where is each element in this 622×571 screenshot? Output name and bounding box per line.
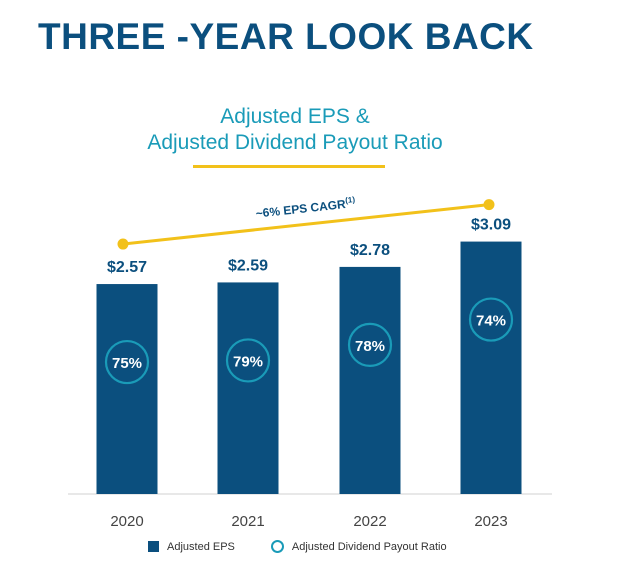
- payout-label-2021: 79%: [233, 353, 263, 370]
- legend-swatch-payout: [270, 540, 284, 553]
- cagr-end-dot: [483, 199, 495, 211]
- chart-legend: Adjusted EPS Adjusted Dividend Payout Ra…: [148, 540, 447, 553]
- chart-title-line-1: Adjusted EPS &: [220, 105, 370, 128]
- payout-label-2022: 78%: [355, 338, 385, 355]
- payout-ring-2023: [468, 297, 514, 342]
- legend-label-payout: Adjusted Dividend Payout Ratio: [291, 540, 447, 553]
- chart-title-line-2: Adjusted Dividend Payout Ratio: [147, 131, 443, 154]
- cagr-trend-line: [122, 203, 490, 246]
- cagr-start-dot: [117, 238, 129, 250]
- legend-label-eps: Adjusted EPS: [167, 540, 235, 553]
- title-underline: [193, 165, 385, 168]
- eps-label-2022: $2.78: [350, 242, 390, 259]
- payout-ring-2020: [104, 339, 150, 385]
- legend-swatch-eps: [148, 541, 159, 552]
- eps-label-2020: $2.57: [107, 259, 147, 276]
- x-tick-2021: 2021: [231, 513, 264, 530]
- eps-label-2021: $2.59: [228, 257, 268, 274]
- eps-bar-2020: [96, 284, 158, 494]
- eps-label-2023: $3.09: [471, 217, 511, 234]
- payout-ring-2021: [225, 338, 271, 383]
- cagr-footnote-marker: (1): [345, 195, 356, 205]
- page-title: THREE -YEAR LOOK BACK: [38, 16, 534, 57]
- cagr-label: ~6% EPS CAGR(1): [255, 195, 357, 221]
- eps-bar-2022: [339, 266, 401, 494]
- x-tick-2022: 2022: [353, 513, 386, 530]
- payout-label-2023: 74%: [476, 313, 506, 330]
- eps-bar-2021: [217, 282, 279, 494]
- payout-ring-2022: [347, 322, 393, 368]
- x-tick-2023: 2023: [474, 513, 507, 530]
- x-tick-2020: 2020: [110, 513, 143, 530]
- eps-bar-2023: [460, 241, 522, 494]
- payout-label-2020: 75%: [112, 355, 142, 372]
